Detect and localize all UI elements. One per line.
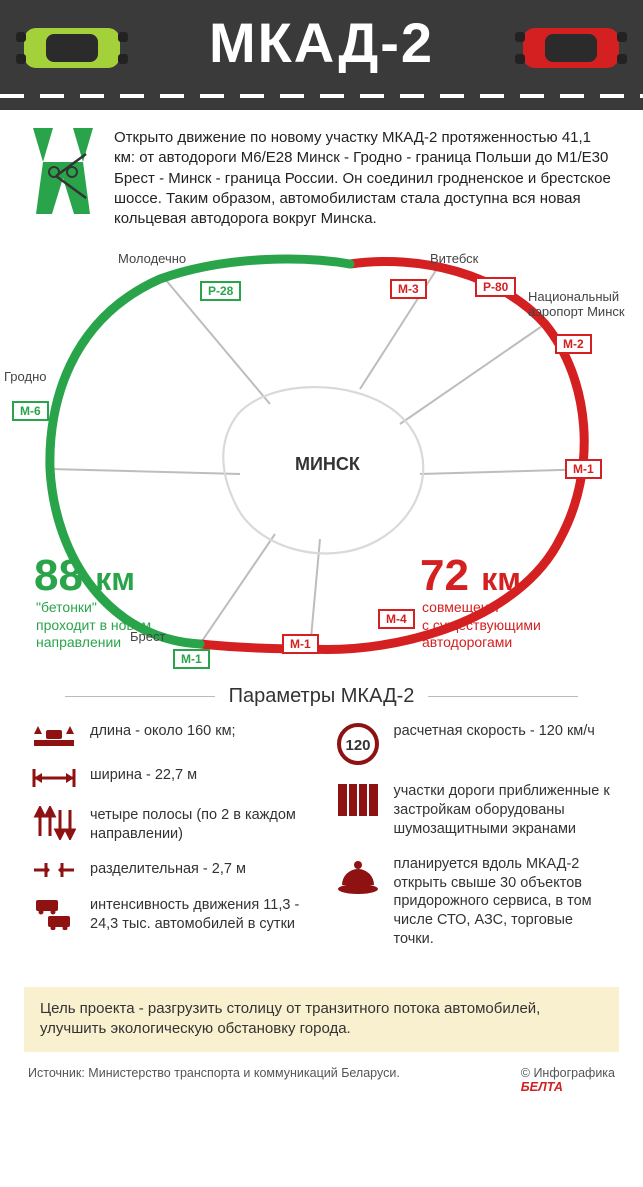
- param-text: разделительная - 2,7 м: [90, 860, 246, 879]
- divider-icon: [32, 860, 76, 880]
- param-text: планируется вдоль МКАД-2 открыть свыше 3…: [394, 855, 612, 949]
- header: МКАД-2: [0, 0, 643, 110]
- city-label: Витебск: [430, 251, 478, 266]
- green-km-unit: км: [95, 561, 135, 597]
- road-tag: М-1: [565, 459, 602, 479]
- param-text: интенсивность движения 11,3 - 24,3 тыс. …: [90, 896, 308, 934]
- road-tag: М-4: [378, 609, 415, 629]
- length-icon: [32, 722, 76, 750]
- param-row: интенсивность движения 11,3 - 24,3 тыс. …: [32, 896, 308, 934]
- traffic-icon: [32, 896, 76, 930]
- param-row: длина - около 160 км;: [32, 722, 308, 750]
- red-desc: совмещены с существующими автодорогами: [422, 599, 541, 652]
- intro-text: Открыто движение по новому участку МКАД-…: [114, 128, 615, 229]
- credit-text: © Инфографика: [521, 1066, 615, 1080]
- param-text: участки дороги приближенные к застройкам…: [394, 782, 612, 839]
- green-km-value: 88: [34, 551, 83, 600]
- minsk-label: МИНСК: [295, 454, 360, 475]
- green-km: 88 км: [34, 551, 135, 601]
- city-label: Молодечно: [118, 251, 186, 266]
- red-km-value: 72: [420, 551, 469, 600]
- road-tag: М-2: [555, 334, 592, 354]
- green-desc: "бетонки" проходит в новом направлении: [36, 599, 151, 652]
- speed-icon: 120: [336, 722, 380, 766]
- noise-icon: [336, 782, 380, 818]
- param-text: ширина - 22,7 м: [90, 766, 197, 785]
- param-text: длина - около 160 км;: [90, 722, 236, 741]
- param-text: расчетная скорость - 120 км/ч: [394, 722, 595, 741]
- svg-text:120: 120: [345, 737, 370, 754]
- car-left-icon: [12, 18, 132, 78]
- belta-logo: БЕЛТА: [521, 1080, 563, 1094]
- road-tag: М-6: [12, 401, 49, 421]
- goal: Цель проекта - разгрузить столицу от тра…: [24, 987, 619, 1052]
- road-tag: Р-28: [200, 281, 241, 301]
- road-dash-icon: [0, 94, 643, 98]
- param-row: разделительная - 2,7 м: [32, 860, 308, 880]
- footer: Источник: Министерство транспорта и комм…: [0, 1066, 643, 1110]
- city-label: Гродно: [4, 369, 46, 384]
- param-row: ширина - 22,7 м: [32, 766, 308, 790]
- intro: Открыто движение по новому участку МКАД-…: [0, 110, 643, 239]
- city-label: Национальный аэропорт Минск: [528, 289, 625, 319]
- param-row: 120 расчетная скорость - 120 км/ч: [336, 722, 612, 766]
- car-right-icon: [511, 18, 631, 78]
- param-row: четыре полосы (по 2 в каждом направлении…: [32, 806, 308, 844]
- params-title: Параметры МКАД-2: [0, 685, 643, 708]
- param-row: участки дороги приближенные к застройкам…: [336, 782, 612, 839]
- params: длина - около 160 км; ширина - 22,7 м четы…: [0, 722, 643, 981]
- param-row: планируется вдоль МКАД-2 открыть свыше 3…: [336, 855, 612, 949]
- service-icon: [336, 855, 380, 895]
- param-text: четыре полосы (по 2 в каждом направлении…: [90, 806, 308, 844]
- lanes-icon: [32, 806, 76, 840]
- road-tag: Р-80: [475, 277, 516, 297]
- road-tag: М-1: [282, 634, 319, 654]
- width-icon: [32, 766, 76, 790]
- ribbon-icon: [28, 128, 98, 219]
- credit: © Инфографика БЕЛТА: [521, 1066, 615, 1094]
- road-tag: М-1: [173, 649, 210, 669]
- map: МИНСК Молодечно Витебск Национальный аэроп…: [0, 239, 643, 679]
- road-tag: М-3: [390, 279, 427, 299]
- red-km-unit: км: [481, 561, 521, 597]
- red-km: 72 км: [420, 551, 521, 601]
- source: Источник: Министерство транспорта и комм…: [28, 1066, 400, 1094]
